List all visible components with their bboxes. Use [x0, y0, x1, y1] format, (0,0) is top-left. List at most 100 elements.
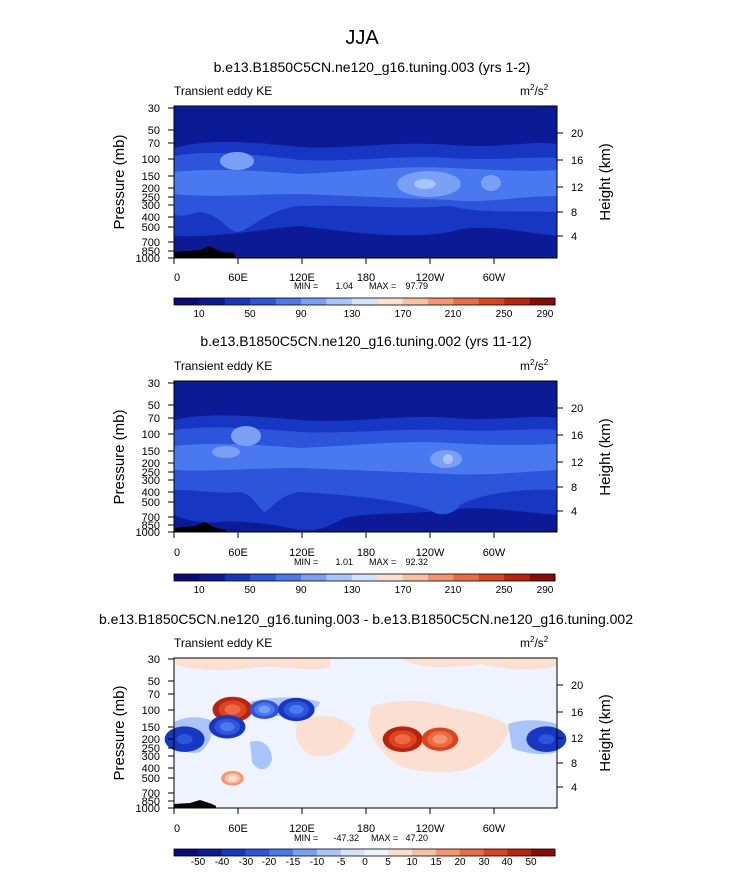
panel-3-cb-label-1: -40: [215, 857, 230, 868]
panel-2-max: 92.32: [405, 557, 428, 567]
panel-1-ytick-9: 500: [142, 222, 160, 234]
panel-3-feature-3: [258, 705, 271, 714]
colorbar-swatch: [459, 849, 485, 856]
panel-3-ytick-1: 50: [148, 676, 160, 688]
panel-2-xtick-3: 180: [357, 547, 375, 559]
panel-3-max-label: MAX =: [371, 833, 398, 843]
colorbar-swatch: [199, 298, 226, 305]
panel-1-ytick-6: 250: [142, 192, 160, 204]
colorbar-swatch: [529, 298, 556, 305]
panel-1-y2label: Height (km): [597, 143, 614, 221]
colorbar-swatch: [435, 849, 461, 856]
panel-3-region-warm-top: [174, 658, 330, 671]
panel-1-xtick-5: 60W: [483, 272, 506, 284]
panel-2: b.e13.B1850C5CN.ne120_g16.tuning.002 (yr…: [111, 333, 614, 596]
panel-2-cb-label-1: 50: [244, 585, 256, 596]
panel-3-region-warm-top-east: [400, 658, 557, 670]
panel-1-cb-label-0: 10: [193, 309, 205, 320]
panel-3-ytick-0: 30: [148, 654, 160, 666]
panel-3-cb-label-14: 50: [525, 857, 537, 868]
panel-2-min: 1.01: [335, 557, 353, 567]
panel-2-right-axis: 20 16 12 8 4: [557, 403, 583, 518]
panel-1-min-label: MIN =: [294, 281, 318, 291]
panel-1-ytick-0: 30: [148, 103, 160, 115]
panel-3-ytick-10: 700: [142, 788, 160, 800]
panel-2-ytick-1: 50: [148, 400, 160, 412]
panel-3-cb-label-9: 10: [406, 857, 418, 868]
colorbar-swatch: [224, 574, 251, 581]
panel-1-cb-label-6: 250: [496, 309, 513, 320]
panel-3-feature-5: [394, 734, 411, 745]
panel-1-left-axis: 30 50 70 100 150 200 250 300 400 500 700…: [136, 103, 174, 265]
panel-2-left-axis: 30 50 70 100 150 200 250 300 400 500 700…: [136, 378, 174, 539]
panel-3-feature-4: [289, 704, 304, 715]
panel-2-field-label: Transient eddy KE: [174, 359, 272, 373]
panel-1-cb-label-1: 50: [244, 309, 256, 320]
panel-3-y2tick-3: 8: [571, 758, 577, 770]
colorbar-swatch: [478, 298, 505, 305]
colorbar-swatch: [224, 298, 251, 305]
panel-2-y2tick-4: 4: [571, 506, 577, 518]
panel-2-colorbar-swatches: [174, 574, 556, 581]
panel-1-colorbar-frame: [173, 297, 556, 306]
panel-1-ytick-8: 400: [142, 212, 160, 224]
panel-1-field-label: Transient eddy KE: [174, 84, 272, 98]
panel-1-units: m2/s2: [520, 83, 549, 98]
figure-title: JJA: [345, 27, 379, 49]
colorbar-swatch: [531, 849, 556, 856]
panel-3-colorbar: -50 -40 -30 -20 -15 -10 -5 0 5 10 15 20 …: [173, 848, 556, 868]
panel-2-y2tick-2: 12: [571, 457, 583, 469]
colorbar-swatch: [504, 574, 531, 581]
panel-3-cb-label-0: -50: [191, 857, 206, 868]
panel-3-cb-label-12: 30: [478, 857, 490, 868]
panel-2-ytick-0: 30: [148, 378, 160, 390]
panel-2-xtick-0: 0: [174, 547, 180, 559]
colorbar-swatch: [275, 298, 302, 305]
panel-2-y2tick-0: 20: [571, 403, 583, 415]
panel-2-ytick-9: 500: [142, 497, 160, 509]
panel-3-cb-label-5: -10: [310, 857, 325, 868]
colorbar-swatch: [326, 298, 353, 305]
panel-1-feature-0: [220, 152, 254, 170]
colorbar-swatch: [275, 574, 302, 581]
panel-3-ytick-9: 500: [142, 773, 160, 785]
panel-3-xtick-1: 60E: [228, 823, 248, 835]
panel-2-feature-0: [231, 426, 261, 446]
panel-1-feature-3: [414, 179, 436, 189]
panel-1-x-axis: 0 60E 120E 180 120W 60W: [173, 258, 506, 284]
panel-2-cb-label-3: 130: [344, 585, 361, 596]
colorbar-swatch: [402, 298, 429, 305]
panel-1-xtick-4: 120W: [416, 272, 445, 284]
panel-3-cb-label-8: 5: [385, 857, 391, 868]
panel-1-cb-label-7: 290: [537, 309, 554, 320]
panel-2-ytick-2: 70: [148, 413, 160, 425]
panel-3-xtick-2: 120E: [289, 823, 315, 835]
panel-1-feature-2: [481, 175, 501, 191]
panel-3-y2tick-4: 4: [571, 782, 577, 794]
panel-2-terrain: [174, 522, 226, 532]
panel-3-field-label: Transient eddy KE: [174, 636, 272, 650]
panel-3-cb-label-7: 0: [362, 857, 368, 868]
panel-3-colorbar-frame: [173, 848, 556, 857]
panel-1-colorbar: 10 50 90 130 170 210 250 290: [173, 297, 556, 320]
panel-1-level-4: [174, 167, 557, 202]
panel-3-min: -47.32: [333, 833, 359, 843]
panel-3-y2label: Height (km): [597, 694, 614, 772]
panel-1-cb-label-3: 130: [344, 309, 361, 320]
panel-3-xtick-0: 0: [174, 823, 180, 835]
panel-3-colorbar-swatches: [174, 849, 556, 856]
panel-1-xtick-3: 180: [357, 272, 375, 284]
panel-1-y2tick-1: 16: [571, 155, 583, 167]
panel-3-feature-6: [432, 734, 448, 744]
colorbar-swatch: [197, 849, 223, 856]
colorbar-swatch: [301, 574, 327, 581]
colorbar-swatch: [326, 574, 353, 581]
panel-2-y2tick-1: 16: [571, 430, 583, 442]
colorbar-swatch: [478, 574, 505, 581]
panel-2-ytick-11: 850: [142, 520, 160, 532]
colorbar-swatch: [504, 298, 531, 305]
panel-2-ytick-12: 1000: [136, 527, 160, 539]
panel-1-colorbar-swatches: [174, 298, 556, 305]
panel-1-ytick-12: 1000: [136, 253, 160, 265]
panel-3-max: 47.20: [405, 833, 428, 843]
